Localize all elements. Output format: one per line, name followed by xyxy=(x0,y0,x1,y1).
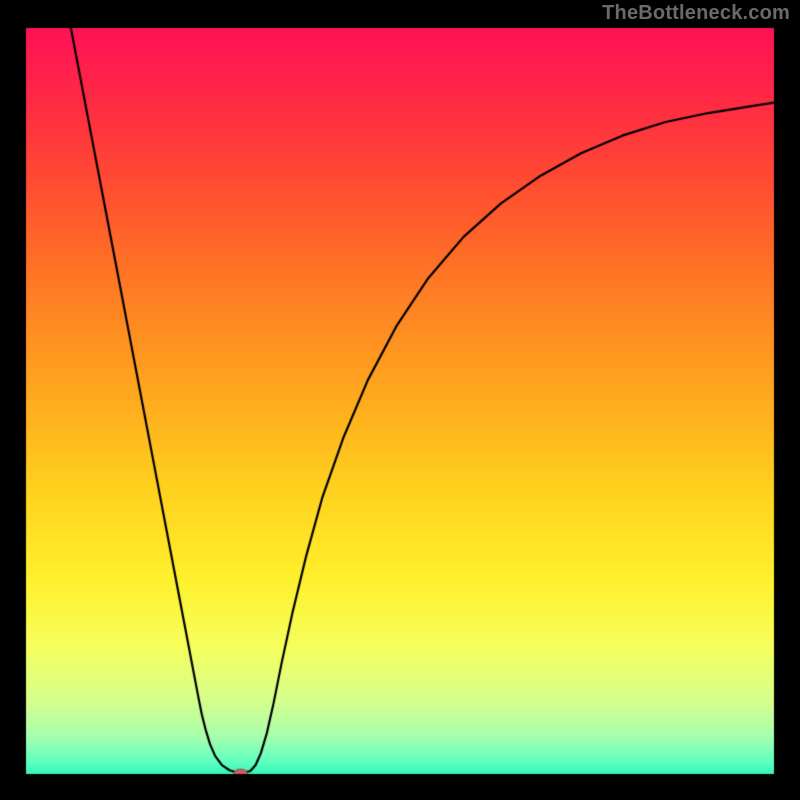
chart-canvas xyxy=(0,0,800,800)
chart-stage: TheBottleneck.com xyxy=(0,0,800,800)
